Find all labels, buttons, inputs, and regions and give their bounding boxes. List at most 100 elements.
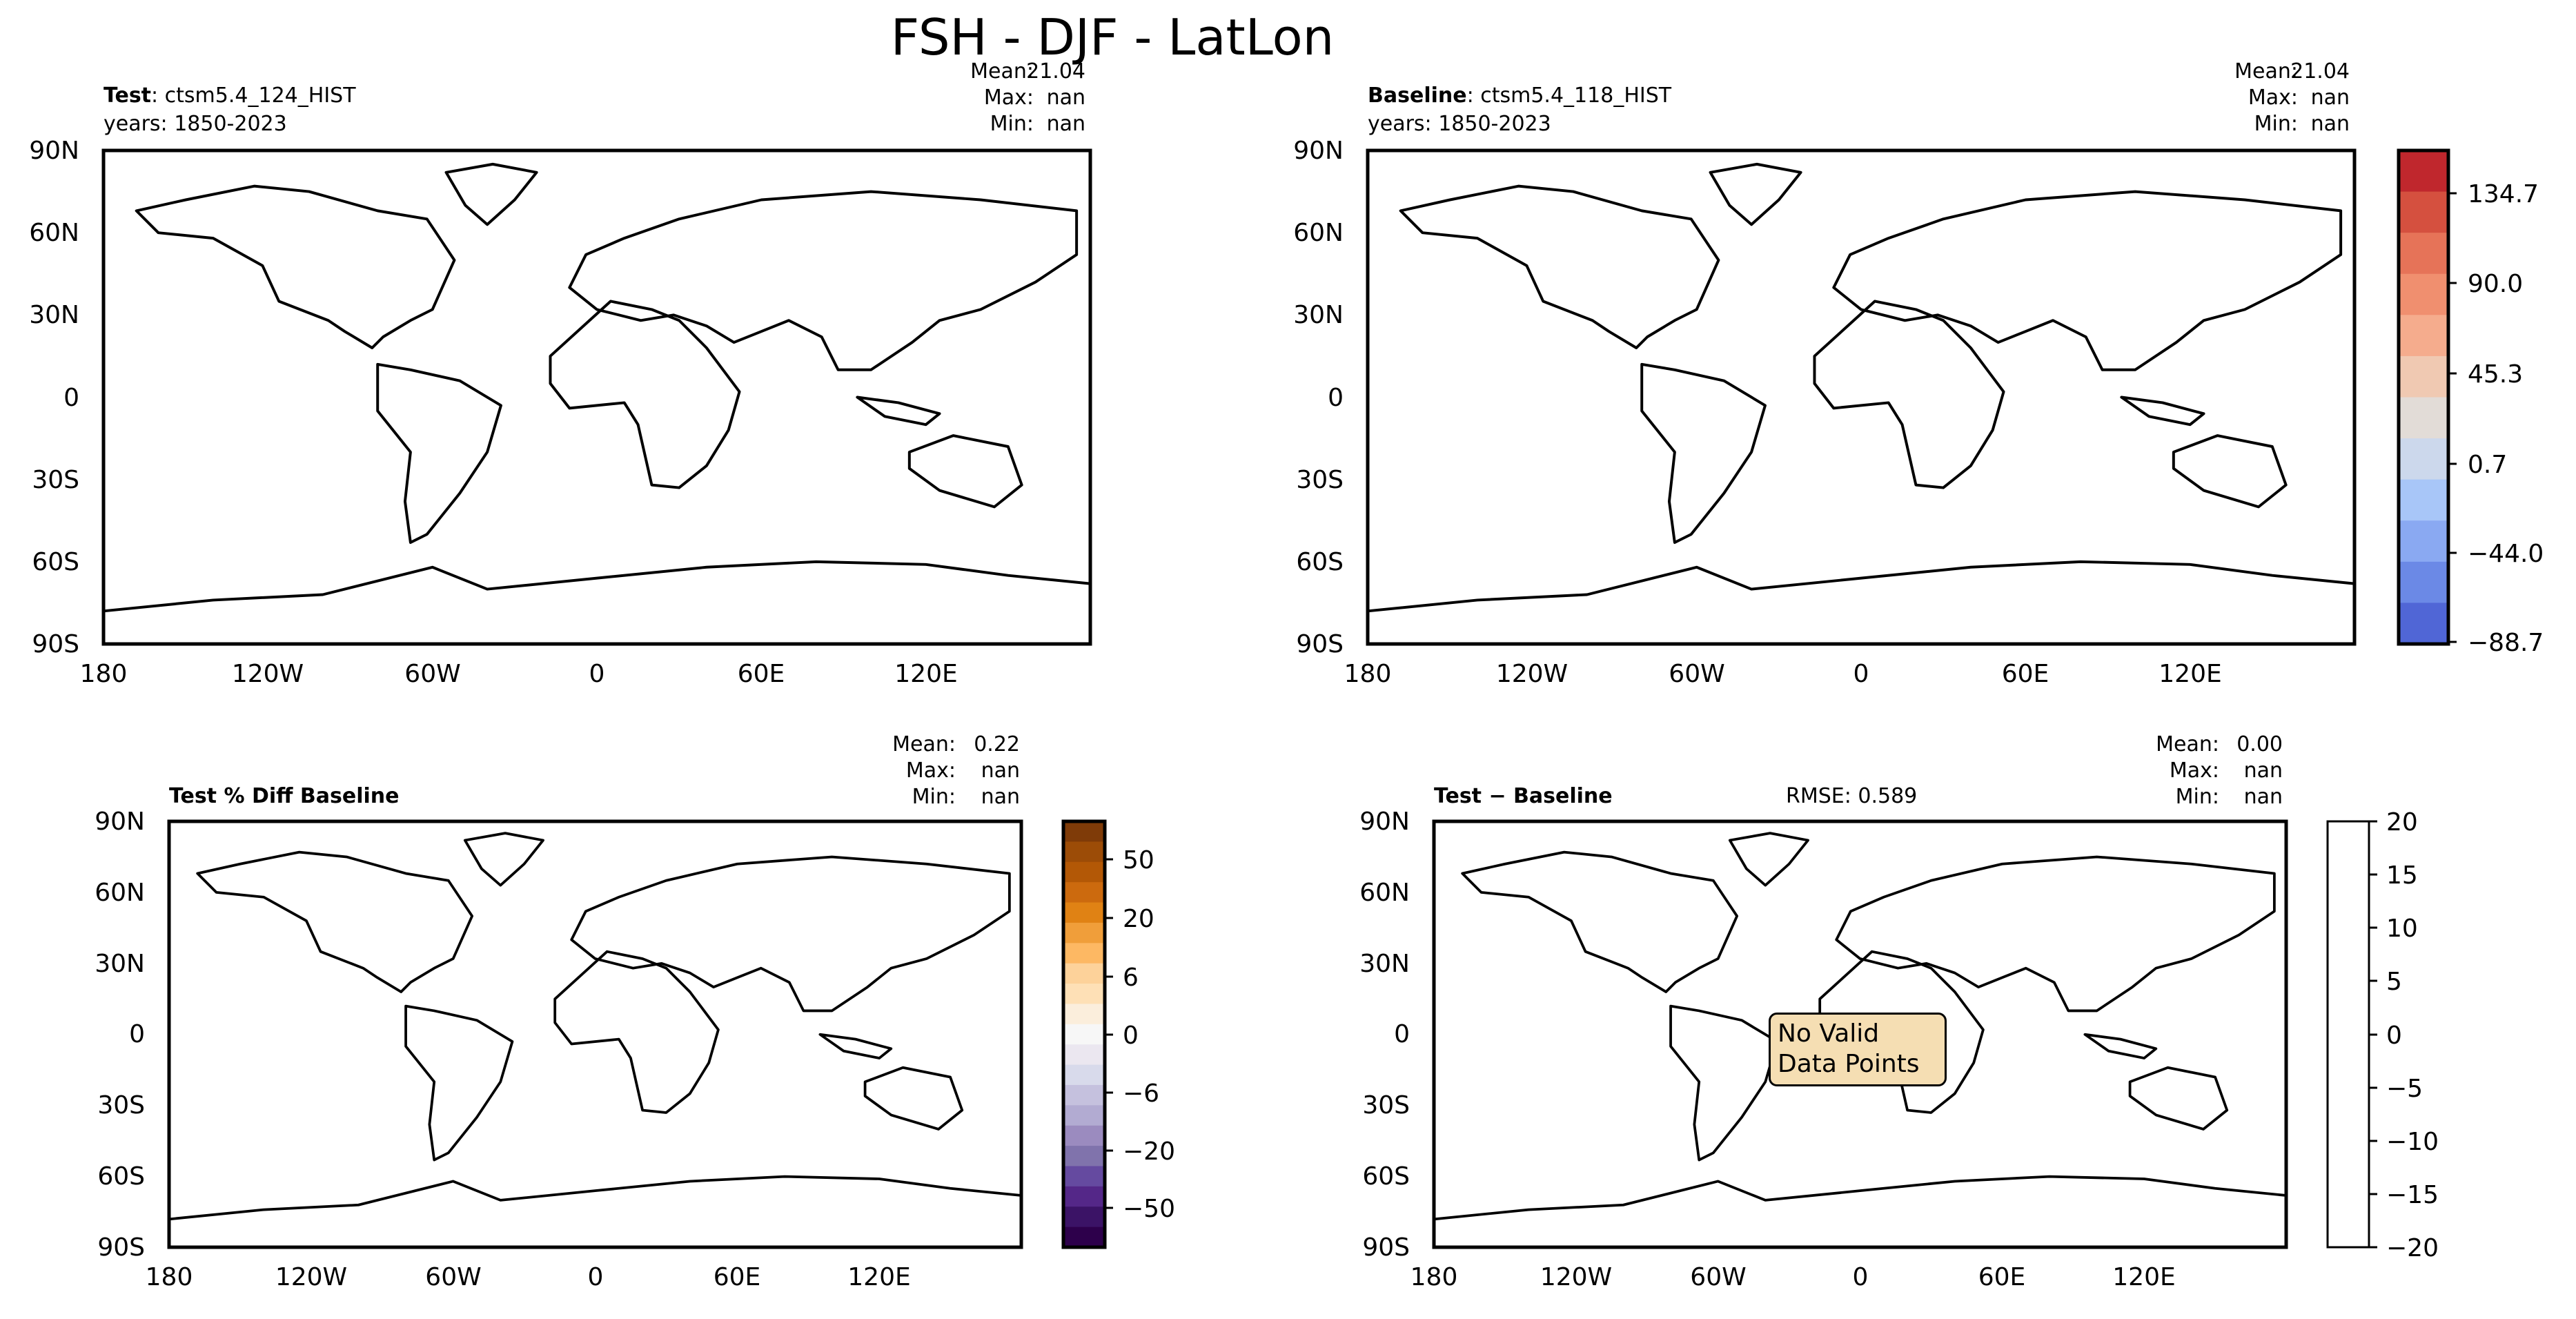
test-lat-tick: 30S <box>32 466 79 494</box>
test-lat-tick: 90S <box>32 630 79 658</box>
test-max-value: nan <box>1047 86 1085 110</box>
pct-diff-lon-tick: 120W <box>275 1263 347 1291</box>
baseline-stats: Mean: 21.04 Max: nan Min: nan <box>2234 59 2350 136</box>
baseline-lat-tick: 30N <box>1293 301 1344 329</box>
test-lon-tick: 60E <box>738 660 785 688</box>
panel-diff: Test − Baseline RMSE: 0.589 Mean: 0.00 M… <box>1359 732 2288 1291</box>
diff-lon-tick: 60W <box>1690 1263 1746 1291</box>
test-lat-tick: 30N <box>29 301 79 329</box>
colorbar-pct-swatch <box>1063 963 1105 984</box>
colorbar-diff-label: −5 <box>2386 1075 2423 1103</box>
colorbar-pct-label: −50 <box>1123 1195 1175 1223</box>
diff-lon-tick: 180 <box>1410 1263 1458 1291</box>
baseline-lon-tick: 120E <box>2159 660 2221 688</box>
baseline-lat-tick: 0 <box>1328 384 1344 412</box>
panel-pct-diff: Test % Diff Baseline Mean: 0.22 Max: nan… <box>95 732 1023 1291</box>
colorbar-main-swatch <box>2399 150 2448 193</box>
colorbar-pct-label: 20 <box>1123 905 1154 933</box>
baseline-map-frame <box>1366 148 2357 646</box>
colorbar-main: 134.7 90.0 45.3 0.7 −44.0 −88.7 <box>2397 148 2544 657</box>
no-valid-data-line2: Data Points <box>1778 1050 1920 1078</box>
test-lon-tick: 60W <box>404 660 460 688</box>
colorbar-pct-label: −20 <box>1123 1137 1175 1166</box>
pct-diff-lat-tick: 60S <box>97 1162 145 1191</box>
pct-diff-lon-tick: 0 <box>588 1263 604 1291</box>
colorbar-main-label: 90.0 <box>2468 270 2523 298</box>
baseline-lon-ticks: 180 120W 60W 0 60E 120E <box>1344 660 2222 688</box>
colorbar-main-label: −44.0 <box>2468 540 2544 568</box>
colorbar-pct-ticks: 50 20 6 0 −6 −20 −50 <box>1105 846 1175 1223</box>
pct-diff-lon-tick: 60W <box>425 1263 481 1291</box>
pct-diff-lat-tick: 90S <box>97 1233 145 1262</box>
colorbar-pct-swatch <box>1063 902 1105 924</box>
colorbar-pct-swatch <box>1063 1084 1105 1106</box>
diff-max-label: Max: <box>2170 759 2219 783</box>
panel-baseline: Baseline: ctsm5.4_118_HIST years: 1850-2… <box>1293 59 2357 688</box>
colorbar-pct-swatch <box>1063 1146 1105 1167</box>
colorbar-pct-swatch <box>1063 861 1105 883</box>
diff-stats: Mean: 0.00 Max: nan Min: nan <box>2156 732 2283 809</box>
test-mean-label: Mean: <box>970 59 1034 84</box>
panel-test: Test: ctsm5.4_124_HIST years: 1850-2023 … <box>29 59 1092 688</box>
pct-diff-title: Test % Diff Baseline <box>169 784 400 808</box>
colorbar-pct-label: 6 <box>1123 964 1139 992</box>
pct-diff-lat-tick: 30N <box>95 950 145 978</box>
pct-diff-lon-tick: 60E <box>714 1263 761 1291</box>
test-map-frame <box>101 148 1092 646</box>
diff-lon-tick: 120E <box>2112 1263 2175 1291</box>
baseline-max-label: Max: <box>2248 86 2298 110</box>
test-title: Test: ctsm5.4_124_HIST <box>104 84 356 108</box>
pct-diff-lon-tick: 180 <box>146 1263 193 1291</box>
test-lat-tick: 60N <box>29 219 79 247</box>
pct-diff-min-value: nan <box>981 785 1020 809</box>
colorbar-main-swatch <box>2399 355 2448 398</box>
diff-title: Test − Baseline <box>1434 784 1613 808</box>
baseline-lon-tick: 60E <box>2002 660 2049 688</box>
colorbar-pct-swatch <box>1063 821 1105 842</box>
colorbar-main-swatch <box>2399 191 2448 233</box>
colorbar-main-swatch <box>2399 520 2448 563</box>
baseline-lat-ticks: 90N 60N 30N 0 30S 60S 90S <box>1293 137 1344 658</box>
baseline-min-value: nan <box>2311 112 2350 136</box>
test-lat-ticks: 90N 60N 30N 0 30S 60S 90S <box>29 137 79 658</box>
test-lon-tick: 180 <box>80 660 128 688</box>
colorbar-diff-ticks: 20 15 10 5 0 −5 −10 −15 −20 <box>2369 808 2439 1262</box>
test-lon-tick: 120E <box>894 660 957 688</box>
colorbar-pct-swatch <box>1063 1044 1105 1066</box>
colorbar-main-swatch <box>2399 273 2448 315</box>
colorbar-pct-swatch <box>1063 1064 1105 1086</box>
diff-max-value: nan <box>2244 759 2283 783</box>
test-lon-ticks: 180 120W 60W 0 60E 120E <box>80 660 958 688</box>
colorbar-main-swatch <box>2399 479 2448 521</box>
baseline-lat-tick: 30S <box>1296 466 1344 494</box>
baseline-lat-tick: 60S <box>1296 548 1344 576</box>
baseline-title-rest: : ctsm5.4_118_HIST <box>1467 84 1672 108</box>
pct-diff-lat-tick: 90N <box>95 808 145 836</box>
pct-diff-mean-label: Mean: <box>892 732 956 756</box>
colorbar-pct-swatch <box>1063 841 1105 863</box>
pct-diff-lat-tick: 30S <box>97 1091 145 1120</box>
colorbar-pct-swatch <box>1063 943 1105 964</box>
baseline-lon-tick: 120W <box>1496 660 1568 688</box>
pct-diff-mean-value: 0.22 <box>974 732 1020 756</box>
no-valid-data-line1: No Valid <box>1778 1019 1880 1048</box>
colorbar-diff: 20 15 10 5 0 −5 −10 −15 −20 <box>2326 808 2439 1262</box>
diff-lat-tick: 30N <box>1359 950 1410 978</box>
pct-diff-max-value: nan <box>981 759 1020 783</box>
diff-rmse: RMSE: 0.589 <box>1786 784 1917 808</box>
test-max-label: Max: <box>984 86 1034 110</box>
diff-min-value: nan <box>2244 785 2283 809</box>
pct-diff-lon-tick: 120E <box>847 1263 910 1291</box>
test-min-value: nan <box>1047 112 1085 136</box>
colorbar-diff-label: 5 <box>2386 968 2402 996</box>
baseline-lon-tick: 180 <box>1344 660 1392 688</box>
colorbar-pct-swatch <box>1063 1125 1105 1146</box>
pct-diff-lon-ticks: 180 120W 60W 0 60E 120E <box>146 1263 911 1291</box>
colorbar-diff-label: 15 <box>2386 861 2418 890</box>
baseline-title-bold: Baseline <box>1368 84 1467 108</box>
test-mean-value: 21.04 <box>1026 59 1085 84</box>
test-lon-tick: 0 <box>589 660 605 688</box>
baseline-min-label: Min: <box>2254 112 2298 136</box>
colorbar-diff-label: −15 <box>2386 1181 2439 1209</box>
baseline-lat-tick: 60N <box>1293 219 1344 247</box>
